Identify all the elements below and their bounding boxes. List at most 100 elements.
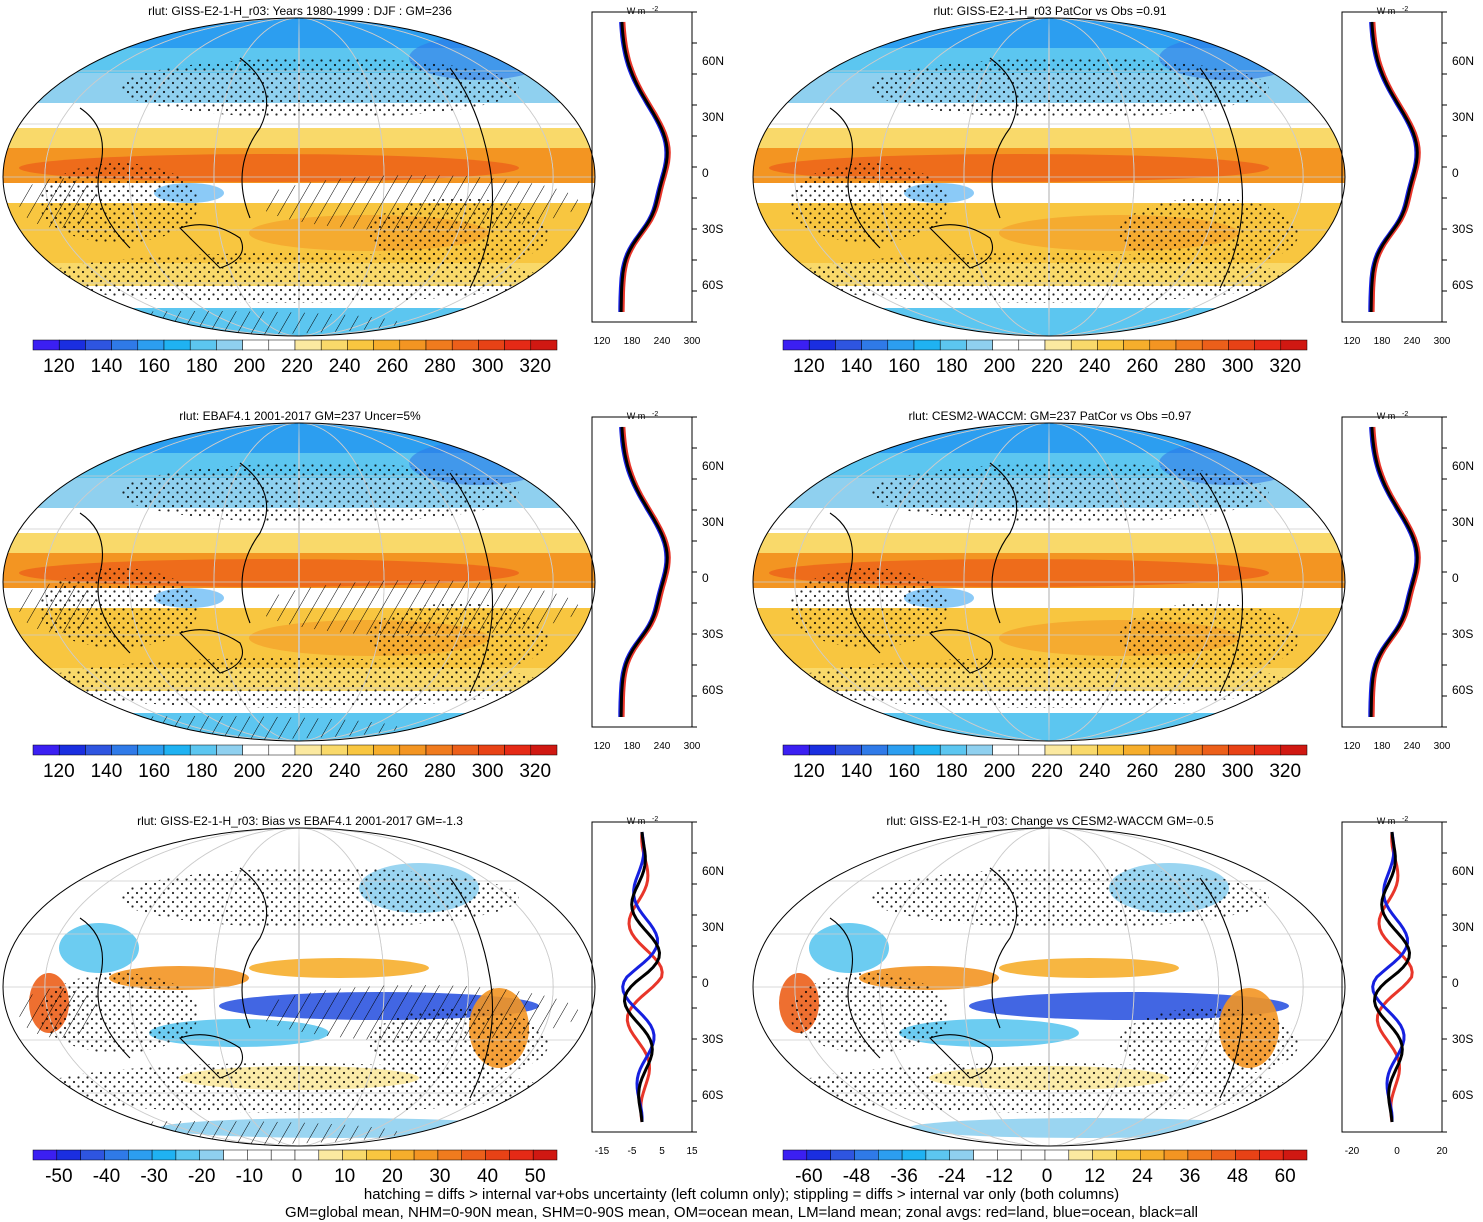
colorbar-tick-label: -48 [843,1166,870,1187]
colorbar-swatch [1149,744,1177,756]
footer-legend-line-1: hatching = diffs > internal var+obs unce… [363,1186,1120,1203]
coastline [79,917,131,1059]
colorbar-tick-label: 320 [519,761,551,782]
colorbar-swatch [949,1149,974,1161]
colorbar-tick-label: 240 [329,761,361,782]
colorbar-swatch [901,1149,927,1161]
colorbar-swatch [1140,1149,1165,1161]
colorbar-swatch [163,744,191,756]
colorbar-swatch [1175,339,1203,351]
colorbar-swatch [782,339,810,351]
colorbar-tick-label: 300 [1222,761,1254,782]
colorbar-tick-label: 40 [477,1166,498,1187]
colorbar-swatch [1123,744,1151,756]
zonal-lat-label: 0 [702,571,709,585]
zonal-curve [1371,21,1421,313]
zonal-units: W m [1377,816,1396,826]
panel-p2: rlut: GISS-E2-1-H_r03 PatCor vs Obs =0.9… [752,4,1474,377]
colorbar-tick-label: 260 [376,761,408,782]
zonal-curve [1369,426,1419,718]
coastline [239,867,268,1029]
colorbar-swatch [189,339,217,351]
colorbar-swatch [85,339,112,351]
colorbar-swatch [451,744,479,756]
panel-title: rlut: GISS-E2-1-H_r03: Bias vs EBAF4.1 2… [137,814,463,828]
colorbar-swatch [806,1149,831,1161]
zonal-lat-label: 30N [1452,515,1474,529]
colorbar-swatch [111,339,139,351]
map-outline [752,827,1346,1147]
panel-title: rlut: GISS-E2-1-H_r03: Change vs CESM2-W… [886,814,1214,828]
zonal-x-label: 120 [594,741,611,752]
colorbar-swatch [530,339,558,351]
zonal-x-label: 180 [1374,741,1391,752]
zonal-lat-label: 30S [702,1032,723,1046]
colorbar-swatch [966,744,993,756]
colorbar-swatch [808,744,836,756]
colorbar-tick-label: 260 [376,356,408,377]
map-field [753,18,1345,336]
colorbar-swatch [808,339,836,351]
colorbar-tick-label: 280 [424,356,456,377]
colorbar-tick-label: 12 [1084,1166,1105,1187]
zonal-lat-label: 0 [702,976,709,990]
colorbar-tick-label: 30 [429,1166,450,1187]
colorbar-swatch [782,744,810,756]
zonal-x-label: 300 [1434,336,1451,347]
zonal-lat-label: 60S [1452,1088,1473,1102]
zonal-lat-label: 30S [1452,1032,1473,1046]
colorbar-tick-label: 220 [281,761,313,782]
coastline [829,917,881,1059]
zonal-lat-label: 0 [1452,571,1459,585]
colorbar-tick-label: 160 [138,761,170,782]
zonal-curve [621,426,671,718]
colorbar-swatch [1068,1149,1093,1161]
colorbar-swatch [1280,744,1308,756]
panel-p1: rlut: GISS-E2-1-H_r03: Years 1980-1999 :… [2,4,724,377]
colorbar-swatch [854,1149,879,1161]
zonal-curve [1369,21,1419,313]
zonal-x-label: 0 [1394,1146,1400,1157]
colorbar-tick-label: 300 [472,761,504,782]
colorbar-tick-label: 180 [936,761,968,782]
colorbar-swatch [478,744,505,756]
colorbar-tick-label: 60 [1275,1166,1296,1187]
colorbar-swatch [861,339,889,351]
colorbar-tick-label: -30 [140,1166,167,1187]
zonal-x-label: 5 [659,1146,665,1157]
coastline [1199,877,1244,1099]
colorbar-swatch [925,1149,950,1161]
colorbar-swatch [939,339,967,351]
zonal-lat-label: 30N [1452,110,1474,124]
coastline [989,57,1018,219]
coastline [239,462,268,624]
zonal-x-label: 240 [1404,336,1421,347]
colorbar-swatch [80,1149,105,1161]
colorbar-swatch [973,1149,998,1161]
zonal-curve [622,831,662,1123]
zonal-units: W m [627,816,646,826]
coastline [989,462,1018,624]
zonal-lat-label: 30N [702,110,724,124]
map-field [753,423,1345,741]
panel-p3: rlut: EBAF4.1 2001-2017 GM=237 Uncer=5% 1… [2,409,724,782]
colorbar-swatch [104,1149,129,1161]
zonal-x-label: 120 [594,336,611,347]
zonal-x-label: -15 [595,1146,610,1157]
zonal-units: W m [1377,411,1396,421]
zonal-lat-label: 60S [1452,278,1473,292]
colorbar-tick-label: 260 [1126,761,1158,782]
colorbar-swatch [32,1149,58,1161]
map-field [3,828,595,1146]
colorbar-swatch [342,1149,367,1161]
zonal-x-label: 180 [624,741,641,752]
colorbar-tick-label: 120 [43,356,75,377]
colorbar-swatch [242,744,270,756]
zonal-lat-label: 30N [702,920,724,934]
colorbar-tick-label: 220 [281,356,313,377]
colorbar-swatch [1044,744,1072,756]
colorbar-swatch [1235,1149,1260,1161]
colorbar-tick-label: 180 [186,356,218,377]
zonal-lat-label: 60N [1452,459,1474,473]
zonal-x-label: 15 [686,1146,698,1157]
